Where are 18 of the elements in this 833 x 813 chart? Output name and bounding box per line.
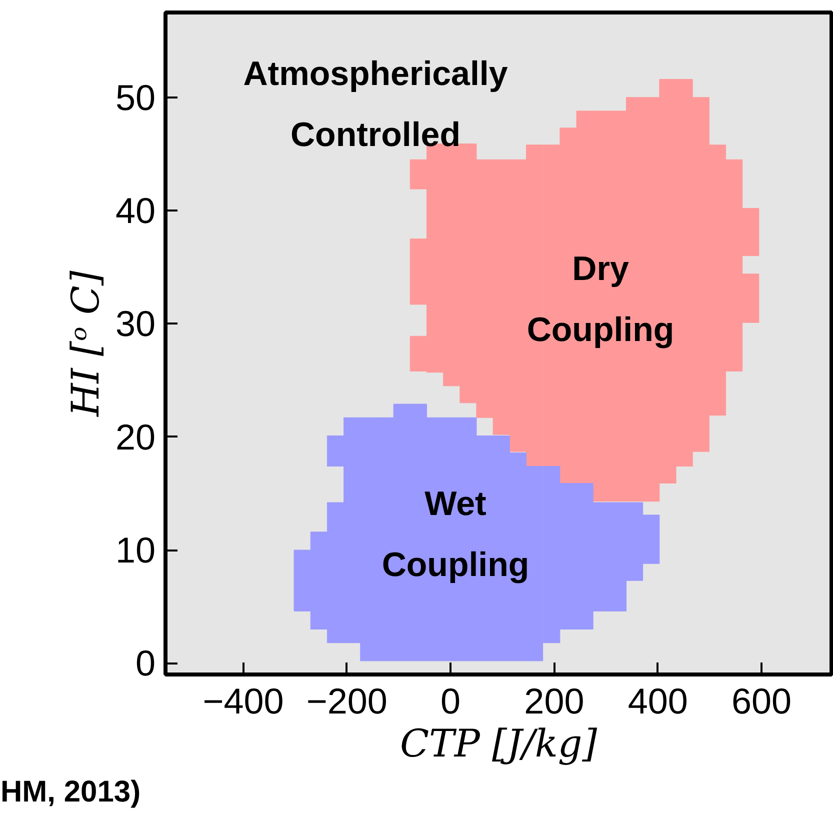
y-axis-title: HI [ᵒ C] [63, 270, 108, 418]
text: HM, 2013) [0, 776, 141, 808]
y-tick-label: 40 [115, 190, 156, 232]
y-tick-label: 0 [135, 642, 156, 684]
x-tick-label: 0 [440, 680, 461, 722]
x-tick-label: 600 [732, 680, 792, 722]
x-tick-label: 400 [628, 680, 688, 722]
annotation: Wet Coupling [382, 485, 530, 584]
y-tick-label: 30 [115, 303, 156, 344]
x-tick-label: −400 [202, 680, 284, 722]
annotation: Atmospherically Controlled [243, 55, 508, 154]
y-tick-label: 50 [115, 76, 156, 118]
x-tick-label: 200 [524, 680, 584, 722]
x-tick-label: −200 [306, 680, 388, 722]
annotation: Dry Coupling [526, 250, 674, 349]
y-tick-label: 10 [115, 530, 156, 571]
x-axis-title: CTP [J/kg] [400, 722, 598, 766]
y-tick-label: 20 [115, 416, 156, 458]
